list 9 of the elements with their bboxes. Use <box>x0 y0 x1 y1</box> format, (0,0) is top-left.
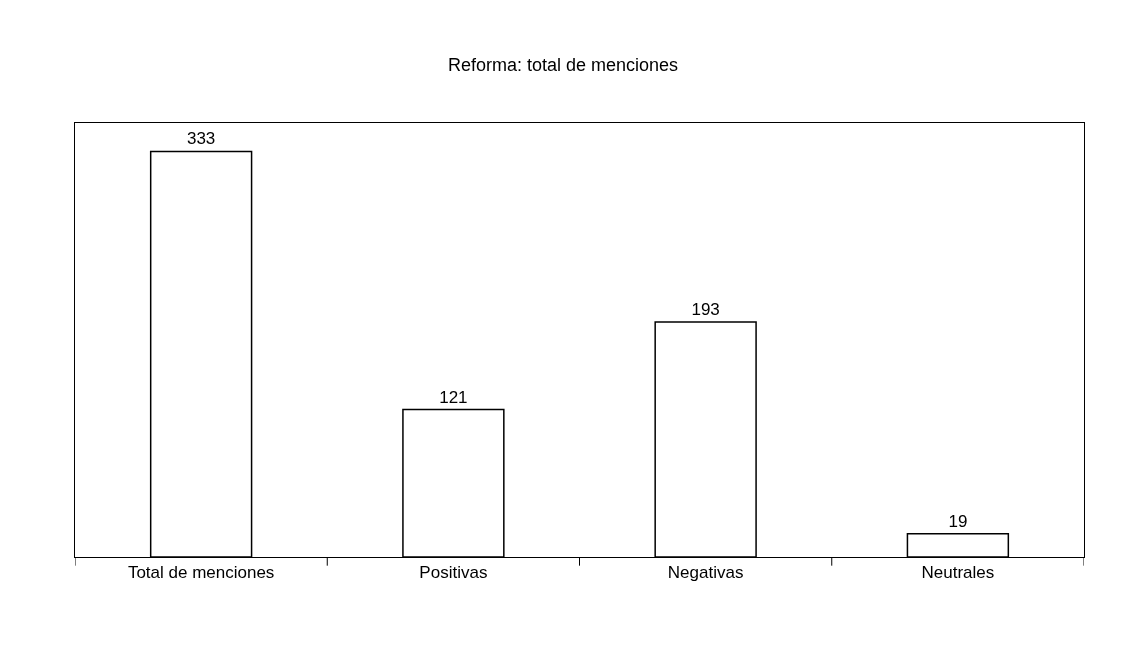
data-label: 121 <box>439 387 468 407</box>
x-tick-label: Negativas <box>667 563 744 583</box>
x-tick-label: Positivas <box>419 563 488 583</box>
x-tick-label: Total de menciones <box>127 563 275 583</box>
data-label: 333 <box>186 129 216 149</box>
data-label: 193 <box>691 299 720 319</box>
x-tick-label: Neutrales <box>921 563 995 583</box>
chart-title: Reforma: total de menciones <box>447 55 679 75</box>
data-label: 19 <box>948 511 968 531</box>
